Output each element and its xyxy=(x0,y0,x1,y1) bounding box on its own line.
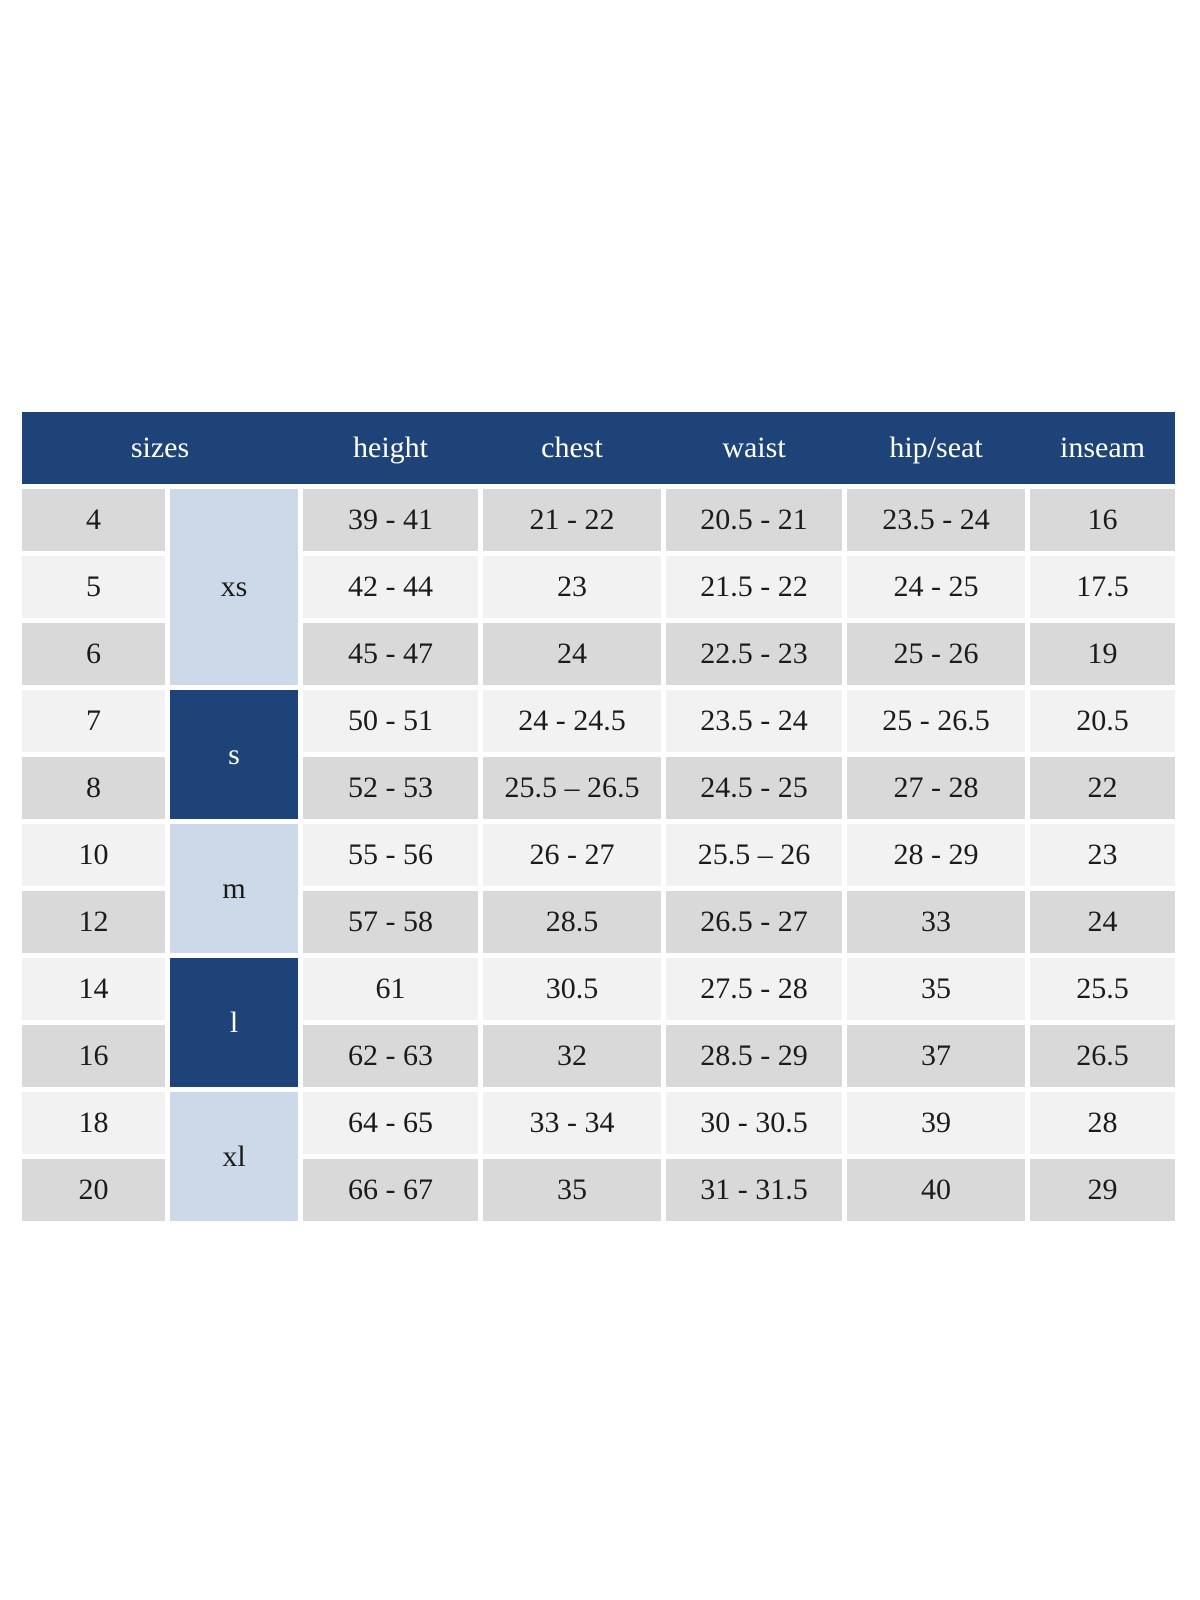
group-m-cell: m xyxy=(170,824,298,953)
row5-chest-cell: 26 - 27 xyxy=(483,824,661,886)
row3-chest-cell: 24 - 24.5 xyxy=(483,690,661,752)
row9-height-cell: 64 - 65 xyxy=(303,1092,478,1154)
row7-height-cell: 61 xyxy=(303,958,478,1020)
row5-hip-seat-cell: 28 - 29 xyxy=(847,824,1025,886)
row1-height-cell: 42 - 44 xyxy=(303,556,478,618)
row3-size-cell: 7 xyxy=(22,690,165,752)
row4-hip-seat-cell: 27 - 28 xyxy=(847,757,1025,819)
row0-chest-cell: 21 - 22 xyxy=(483,489,661,551)
row6-height-cell: 57 - 58 xyxy=(303,891,478,953)
table-body: 4 xs 39 - 41 21 - 22 20.5 - 21 23.5 - 24… xyxy=(22,489,1175,1221)
row0-hip-seat-cell: 23.5 - 24 xyxy=(847,489,1025,551)
group-s-cell: s xyxy=(170,690,298,819)
row5-inseam-cell: 23 xyxy=(1030,824,1175,886)
row3-waist-cell: 23.5 - 24 xyxy=(666,690,842,752)
group-l-cell: l xyxy=(170,958,298,1087)
row1-waist-cell: 21.5 - 22 xyxy=(666,556,842,618)
row7-chest-cell: 30.5 xyxy=(483,958,661,1020)
row10-height-cell: 66 - 67 xyxy=(303,1159,478,1221)
row10-waist-cell: 31 - 31.5 xyxy=(666,1159,842,1221)
row2-size-cell: 6 xyxy=(22,623,165,685)
row4-chest-cell: 25.5 – 26.5 xyxy=(483,757,661,819)
row8-inseam-cell: 26.5 xyxy=(1030,1025,1175,1087)
row3-height-cell: 50 - 51 xyxy=(303,690,478,752)
row4-size-cell: 8 xyxy=(22,757,165,819)
row2-waist-cell: 22.5 - 23 xyxy=(666,623,842,685)
row8-chest-cell: 32 xyxy=(483,1025,661,1087)
header-height: height xyxy=(353,431,428,464)
row9-size-cell: 18 xyxy=(22,1092,165,1154)
row0-height-cell: 39 - 41 xyxy=(303,489,478,551)
row7-inseam-cell: 25.5 xyxy=(1030,958,1175,1020)
header-chest: chest xyxy=(541,431,603,464)
row5-waist-cell: 25.5 – 26 xyxy=(666,824,842,886)
row7-hip-seat-cell: 35 xyxy=(847,958,1025,1020)
row3-inseam-cell: 20.5 xyxy=(1030,690,1175,752)
row1-chest-cell: 23 xyxy=(483,556,661,618)
row6-chest-cell: 28.5 xyxy=(483,891,661,953)
row10-inseam-cell: 29 xyxy=(1030,1159,1175,1221)
row4-waist-cell: 24.5 - 25 xyxy=(666,757,842,819)
row4-inseam-cell: 22 xyxy=(1030,757,1175,819)
row8-waist-cell: 28.5 - 29 xyxy=(666,1025,842,1087)
row5-height-cell: 55 - 56 xyxy=(303,824,478,886)
row4-height-cell: 52 - 53 xyxy=(303,757,478,819)
row10-hip-seat-cell: 40 xyxy=(847,1159,1025,1221)
row7-size-cell: 14 xyxy=(22,958,165,1020)
row9-chest-cell: 33 - 34 xyxy=(483,1092,661,1154)
row2-inseam-cell: 19 xyxy=(1030,623,1175,685)
row0-size-cell: 4 xyxy=(22,489,165,551)
row7-waist-cell: 27.5 - 28 xyxy=(666,958,842,1020)
row6-waist-cell: 26.5 - 27 xyxy=(666,891,842,953)
row10-size-cell: 20 xyxy=(22,1159,165,1221)
row5-size-cell: 10 xyxy=(22,824,165,886)
row6-size-cell: 12 xyxy=(22,891,165,953)
row8-hip-seat-cell: 37 xyxy=(847,1025,1025,1087)
size-chart-table: sizes height chest waist hip/seat inseam… xyxy=(22,412,1175,1221)
header-hip-seat: hip/seat xyxy=(889,431,983,464)
row6-hip-seat-cell: 33 xyxy=(847,891,1025,953)
row2-chest-cell: 24 xyxy=(483,623,661,685)
group-xl-cell: xl xyxy=(170,1092,298,1221)
group-xs-cell: xs xyxy=(170,489,298,685)
row0-waist-cell: 20.5 - 21 xyxy=(666,489,842,551)
row1-hip-seat-cell: 24 - 25 xyxy=(847,556,1025,618)
header-waist: waist xyxy=(722,431,786,464)
row6-inseam-cell: 24 xyxy=(1030,891,1175,953)
row10-chest-cell: 35 xyxy=(483,1159,661,1221)
header-inseam: inseam xyxy=(1060,431,1145,464)
header-sizes: sizes xyxy=(130,431,190,464)
row8-height-cell: 62 - 63 xyxy=(303,1025,478,1087)
row3-hip-seat-cell: 25 - 26.5 xyxy=(847,690,1025,752)
row2-hip-seat-cell: 25 - 26 xyxy=(847,623,1025,685)
row9-inseam-cell: 28 xyxy=(1030,1092,1175,1154)
row9-hip-seat-cell: 39 xyxy=(847,1092,1025,1154)
row2-height-cell: 45 - 47 xyxy=(303,623,478,685)
row8-size-cell: 16 xyxy=(22,1025,165,1087)
row1-size-cell: 5 xyxy=(22,556,165,618)
row9-waist-cell: 30 - 30.5 xyxy=(666,1092,842,1154)
row1-inseam-cell: 17.5 xyxy=(1030,556,1175,618)
table-header-row: sizes height chest waist hip/seat inseam xyxy=(22,412,1175,484)
row0-inseam-cell: 16 xyxy=(1030,489,1175,551)
